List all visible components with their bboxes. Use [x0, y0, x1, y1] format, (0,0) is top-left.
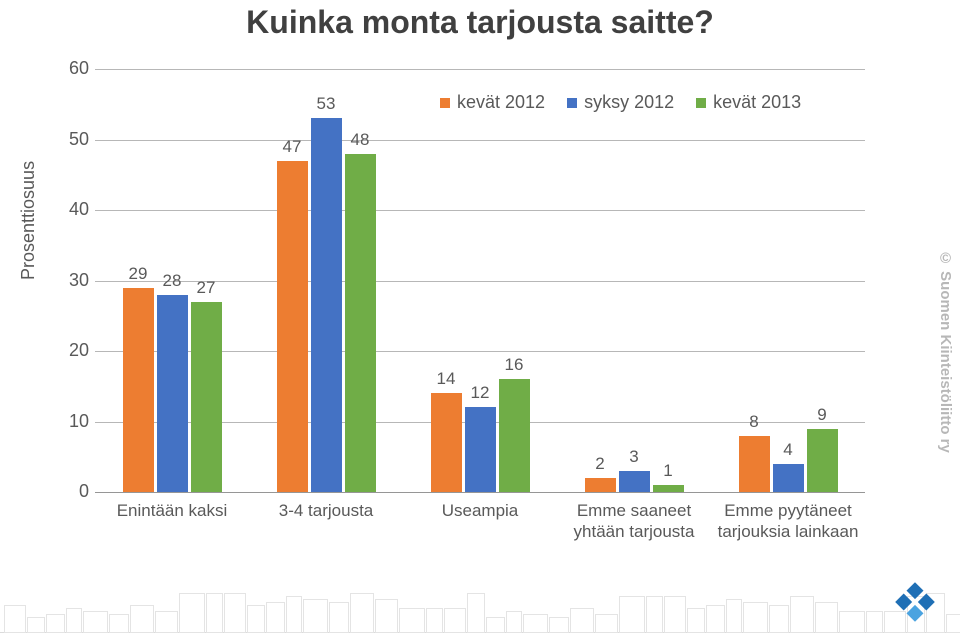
bar — [773, 464, 804, 492]
category-label: Useampia — [395, 500, 565, 521]
skyline-building — [769, 605, 789, 633]
y-tick-label: 20 — [55, 340, 89, 361]
bar-value-label: 53 — [306, 94, 346, 114]
legend-item: kevät 2012 — [440, 92, 545, 113]
brand-logo — [892, 579, 938, 625]
skyline-building — [646, 596, 663, 633]
skyline-building — [247, 605, 265, 633]
skyline-building — [224, 593, 246, 633]
skyline-building — [706, 605, 725, 633]
legend: kevät 2012 syksy 2012 kevät 2013 — [440, 92, 801, 113]
skyline-building — [523, 614, 548, 633]
skyline-building — [206, 593, 223, 633]
skyline-building — [570, 608, 594, 633]
y-tick-label: 0 — [55, 481, 89, 502]
legend-swatch — [567, 98, 577, 108]
category-label: Emme pyytäneettarjouksia lainkaan — [703, 500, 873, 543]
bar-value-label: 9 — [802, 405, 842, 425]
skyline-building — [266, 602, 285, 633]
bar — [619, 471, 650, 492]
copyright-text: © Suomen Kiinteistöliitto ry — [937, 250, 954, 453]
grid-line — [95, 492, 865, 493]
skyline-building — [815, 602, 838, 633]
skyline-building — [4, 605, 26, 633]
y-tick-label: 50 — [55, 129, 89, 150]
y-axis-label: Prosenttiosuus — [18, 161, 39, 280]
bar-value-label: 1 — [648, 461, 688, 481]
bar — [499, 379, 530, 492]
legend-swatch — [440, 98, 450, 108]
skyline-building — [726, 599, 742, 633]
bar-value-label: 4 — [768, 440, 808, 460]
skyline-building — [790, 596, 814, 633]
skyline-building — [467, 593, 485, 633]
category-label: Enintään kaksi — [87, 500, 257, 521]
bar-value-label: 16 — [494, 355, 534, 375]
skyline-building — [66, 608, 82, 633]
bar-value-label: 8 — [734, 412, 774, 432]
legend-item: syksy 2012 — [567, 92, 674, 113]
bar — [431, 393, 462, 492]
legend-label: kevät 2013 — [713, 92, 801, 113]
skyline-building — [399, 608, 425, 633]
bar — [157, 295, 188, 492]
bar — [465, 407, 496, 492]
grid-line — [95, 210, 865, 211]
plot-area: 292827475348141216231849 — [95, 69, 865, 492]
category-label: 3-4 tarjousta — [241, 500, 411, 521]
skyline-building — [130, 605, 154, 633]
chart-title: Kuinka monta tarjousta saitte? — [0, 4, 960, 41]
y-tick-label: 40 — [55, 199, 89, 220]
category-label: Emme saaneetyhtään tarjousta — [549, 500, 719, 543]
bar — [123, 288, 154, 492]
legend-label: syksy 2012 — [584, 92, 674, 113]
bar — [807, 429, 838, 492]
skyline-building — [155, 611, 178, 633]
legend-swatch — [696, 98, 706, 108]
bar — [311, 118, 342, 492]
bar — [653, 485, 684, 492]
skyline-decoration — [0, 587, 960, 643]
skyline-building — [286, 596, 302, 633]
skyline-building — [866, 611, 883, 633]
skyline-building — [109, 614, 129, 633]
skyline-building — [375, 599, 398, 633]
skyline-building — [839, 611, 865, 633]
skyline-building — [179, 593, 205, 633]
skyline-building — [743, 602, 768, 633]
skyline-building — [664, 596, 686, 633]
bar-value-label: 48 — [340, 130, 380, 150]
skyline-building — [83, 611, 108, 633]
y-tick-label: 10 — [55, 411, 89, 432]
skyline-building — [506, 611, 522, 633]
skyline-building — [426, 608, 443, 633]
y-tick-label: 60 — [55, 58, 89, 79]
grid-line — [95, 69, 865, 70]
bar — [277, 161, 308, 492]
skyline-building — [329, 602, 349, 633]
legend-item: kevät 2013 — [696, 92, 801, 113]
skyline-building — [27, 617, 45, 633]
grid-line — [95, 140, 865, 141]
bar — [345, 154, 376, 492]
bar — [585, 478, 616, 492]
bar — [191, 302, 222, 492]
skyline-building — [350, 593, 374, 633]
skyline-building — [946, 614, 960, 633]
skyline-building — [444, 608, 466, 633]
bar-value-label: 27 — [186, 278, 226, 298]
bar-value-label: 12 — [460, 383, 500, 403]
skyline-building — [687, 608, 705, 633]
skyline-building — [46, 614, 65, 633]
y-tick-label: 30 — [55, 270, 89, 291]
bar-value-label: 47 — [272, 137, 312, 157]
skyline-building — [303, 599, 328, 633]
skyline-building — [486, 617, 505, 633]
skyline-building — [595, 614, 618, 633]
bar — [739, 436, 770, 492]
legend-label: kevät 2012 — [457, 92, 545, 113]
skyline-building — [549, 617, 569, 633]
skyline-building — [619, 596, 645, 633]
